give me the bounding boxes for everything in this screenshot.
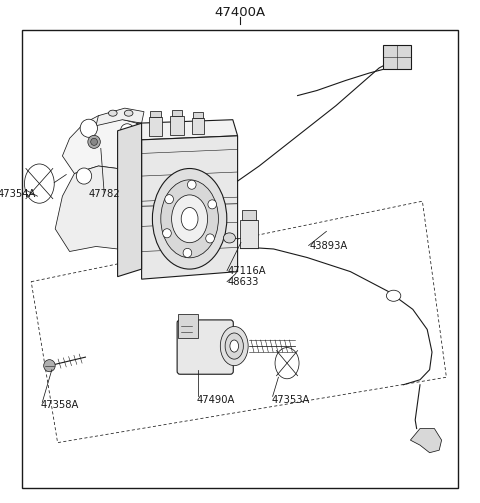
Text: 47358A: 47358A [41,400,79,410]
Text: 48633: 48633 [228,277,259,287]
Ellipse shape [230,340,239,352]
Circle shape [76,168,92,184]
Ellipse shape [275,348,299,379]
Ellipse shape [172,195,208,243]
Ellipse shape [386,290,401,301]
Circle shape [208,200,216,209]
Text: 47116A: 47116A [228,266,266,276]
Ellipse shape [153,169,227,269]
Circle shape [44,360,55,372]
Text: 47353A: 47353A [271,395,310,405]
Circle shape [91,138,97,145]
Ellipse shape [108,110,117,116]
Bar [150,111,161,117]
Ellipse shape [223,233,235,243]
Ellipse shape [181,208,198,230]
Circle shape [188,180,196,189]
Ellipse shape [220,326,248,366]
Bar [242,210,256,220]
Bar [178,314,198,338]
Circle shape [122,175,135,188]
Polygon shape [142,136,238,279]
Bar [172,110,182,116]
Polygon shape [96,108,144,126]
Text: 47354A: 47354A [0,189,36,199]
Polygon shape [137,120,238,140]
Ellipse shape [161,180,218,258]
Bar [193,112,203,118]
Circle shape [183,248,192,258]
Polygon shape [62,116,142,174]
Polygon shape [55,161,142,252]
Circle shape [120,124,134,138]
Circle shape [80,119,97,137]
Bar [240,220,258,248]
Bar [149,117,162,136]
Ellipse shape [225,333,243,359]
Ellipse shape [124,110,133,116]
Circle shape [206,234,215,243]
Bar [383,45,411,69]
Polygon shape [410,429,442,453]
Text: 47400A: 47400A [215,6,265,19]
Bar [192,118,204,134]
Polygon shape [118,123,142,277]
Text: 47782: 47782 [89,189,120,199]
Ellipse shape [24,164,54,203]
Text: 43893A: 43893A [310,241,348,252]
Circle shape [163,229,171,238]
Bar [170,116,184,135]
Circle shape [165,195,173,204]
Circle shape [88,135,100,148]
Text: 47490A: 47490A [197,395,235,405]
FancyBboxPatch shape [177,320,233,374]
